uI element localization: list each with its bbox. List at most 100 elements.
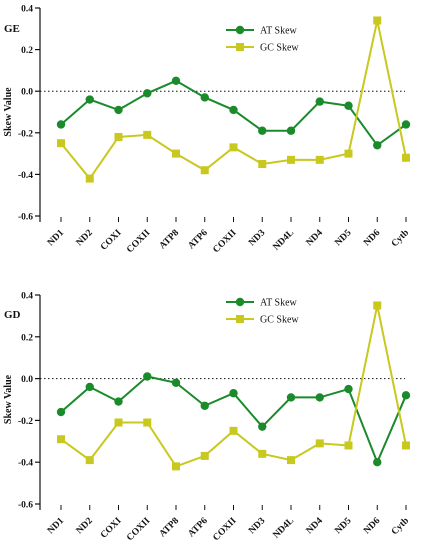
gc-skew-point — [344, 149, 353, 158]
y-tick-label: 0.0 — [21, 88, 33, 98]
gc-skew-point — [315, 439, 324, 448]
y-tick-label: -0.2 — [18, 417, 33, 427]
gc-skew-point — [402, 153, 410, 162]
y-tick-label: 0.2 — [21, 333, 33, 343]
x-category-label: COXII — [211, 516, 238, 543]
x-category-label: ND6 — [362, 228, 382, 248]
gc-skew-point — [57, 435, 65, 444]
at-skew-point — [171, 378, 181, 387]
at-skew-point — [401, 120, 411, 129]
x-category-label: ND2 — [75, 516, 95, 536]
x-category-label: ND4L — [272, 516, 297, 541]
gc-skew-point — [258, 449, 267, 458]
x-category-label: COXI — [99, 228, 124, 253]
gc-skew-point — [143, 418, 152, 427]
at-skew-point — [286, 393, 296, 402]
y-tick-label: -0.4 — [18, 459, 33, 469]
gc-skew-point — [229, 426, 238, 435]
y-tick-label: 0.0 — [21, 375, 33, 385]
panel-label: GE — [4, 23, 20, 35]
gc-skew-point — [85, 456, 94, 465]
y-tick-label: -0.6 — [18, 501, 33, 511]
x-category-label: COXII — [211, 228, 238, 255]
gc-skew-line — [60, 305, 407, 468]
at-skew-point — [229, 389, 238, 398]
gc-skew-point — [373, 16, 382, 25]
gc-skew-point — [402, 441, 410, 450]
x-category-label: ND6 — [362, 516, 382, 536]
y-axis-title: Skew Value — [3, 87, 14, 137]
at-skew-point — [258, 126, 267, 135]
x-category-label: ND3 — [247, 228, 267, 248]
y-tick-label: -0.6 — [18, 213, 33, 223]
panel-label: GD — [4, 309, 21, 321]
at-skew-point — [373, 141, 382, 150]
x-category-label: COXII — [125, 228, 152, 255]
legend-label-at-skew: AT Skew — [260, 26, 298, 37]
at-skew-point — [143, 372, 152, 381]
legend-marker — [236, 315, 244, 323]
y-tick-label: 0.4 — [21, 292, 33, 302]
x-category-label: ND5 — [333, 228, 353, 248]
legend-label-gc-skew: GC Skew — [260, 43, 299, 54]
legend-marker — [236, 43, 244, 51]
legend-label-at-skew: AT Skew — [260, 298, 298, 309]
x-category-label: ND4 — [305, 228, 325, 248]
gc-skew-line — [60, 20, 407, 181]
at-skew-point — [114, 397, 123, 406]
gc-skew-point — [85, 174, 94, 183]
gc-skew-point — [57, 139, 65, 148]
gc-skew-point — [114, 132, 123, 141]
x-category-label: ND4L — [272, 228, 297, 253]
at-skew-point — [85, 95, 94, 104]
gc-skew-point — [373, 301, 382, 310]
at-skew-point — [56, 120, 66, 129]
x-category-label: ND5 — [333, 516, 353, 536]
y-tick-label: 0.2 — [21, 46, 33, 56]
gc-skew-point — [172, 149, 180, 158]
at-skew-point — [401, 391, 411, 400]
x-category-label: ND3 — [247, 516, 267, 536]
gc-skew-point — [315, 155, 324, 164]
x-category-label: ATP8 — [158, 228, 182, 252]
x-category-label: ND1 — [46, 228, 66, 248]
at-skew-point — [200, 401, 209, 410]
x-category-label: ATP8 — [158, 516, 182, 540]
at-skew-point — [229, 105, 238, 115]
x-category-label: ATP6 — [187, 516, 211, 540]
at-skew-point — [286, 126, 296, 135]
gc-skew-point — [200, 166, 209, 175]
gc-skew-point — [287, 456, 295, 465]
gc-skew-point — [172, 462, 180, 471]
at-skew-point — [85, 382, 94, 392]
y-tick-label: -0.4 — [18, 171, 33, 181]
x-category-label: ND2 — [75, 228, 95, 248]
gc-skew-point — [229, 143, 238, 152]
x-category-label: ATP6 — [187, 228, 211, 252]
at-skew-point — [56, 407, 66, 417]
at-skew-point — [373, 458, 382, 467]
x-category-label: Cytb — [390, 228, 411, 249]
gc-skew-point — [287, 155, 295, 164]
x-category-label: ND4 — [305, 516, 325, 536]
gc-skew-point — [114, 418, 123, 427]
x-category-label: Cytb — [390, 516, 411, 537]
at-skew-point — [344, 101, 353, 110]
at-skew-point — [344, 384, 353, 394]
at-skew-point — [171, 76, 181, 86]
at-skew-point — [315, 393, 324, 402]
x-category-label: COXI — [99, 516, 124, 541]
gc-skew-point — [344, 441, 353, 450]
x-category-label: COXII — [125, 516, 152, 543]
y-tick-label: 0.4 — [21, 5, 33, 15]
legend-marker — [235, 297, 245, 307]
x-category-label: ND1 — [46, 516, 66, 536]
y-tick-label: -0.2 — [18, 129, 33, 139]
at-skew-point — [315, 97, 324, 106]
gc-skew-point — [258, 160, 267, 168]
at-skew-point — [258, 422, 267, 431]
